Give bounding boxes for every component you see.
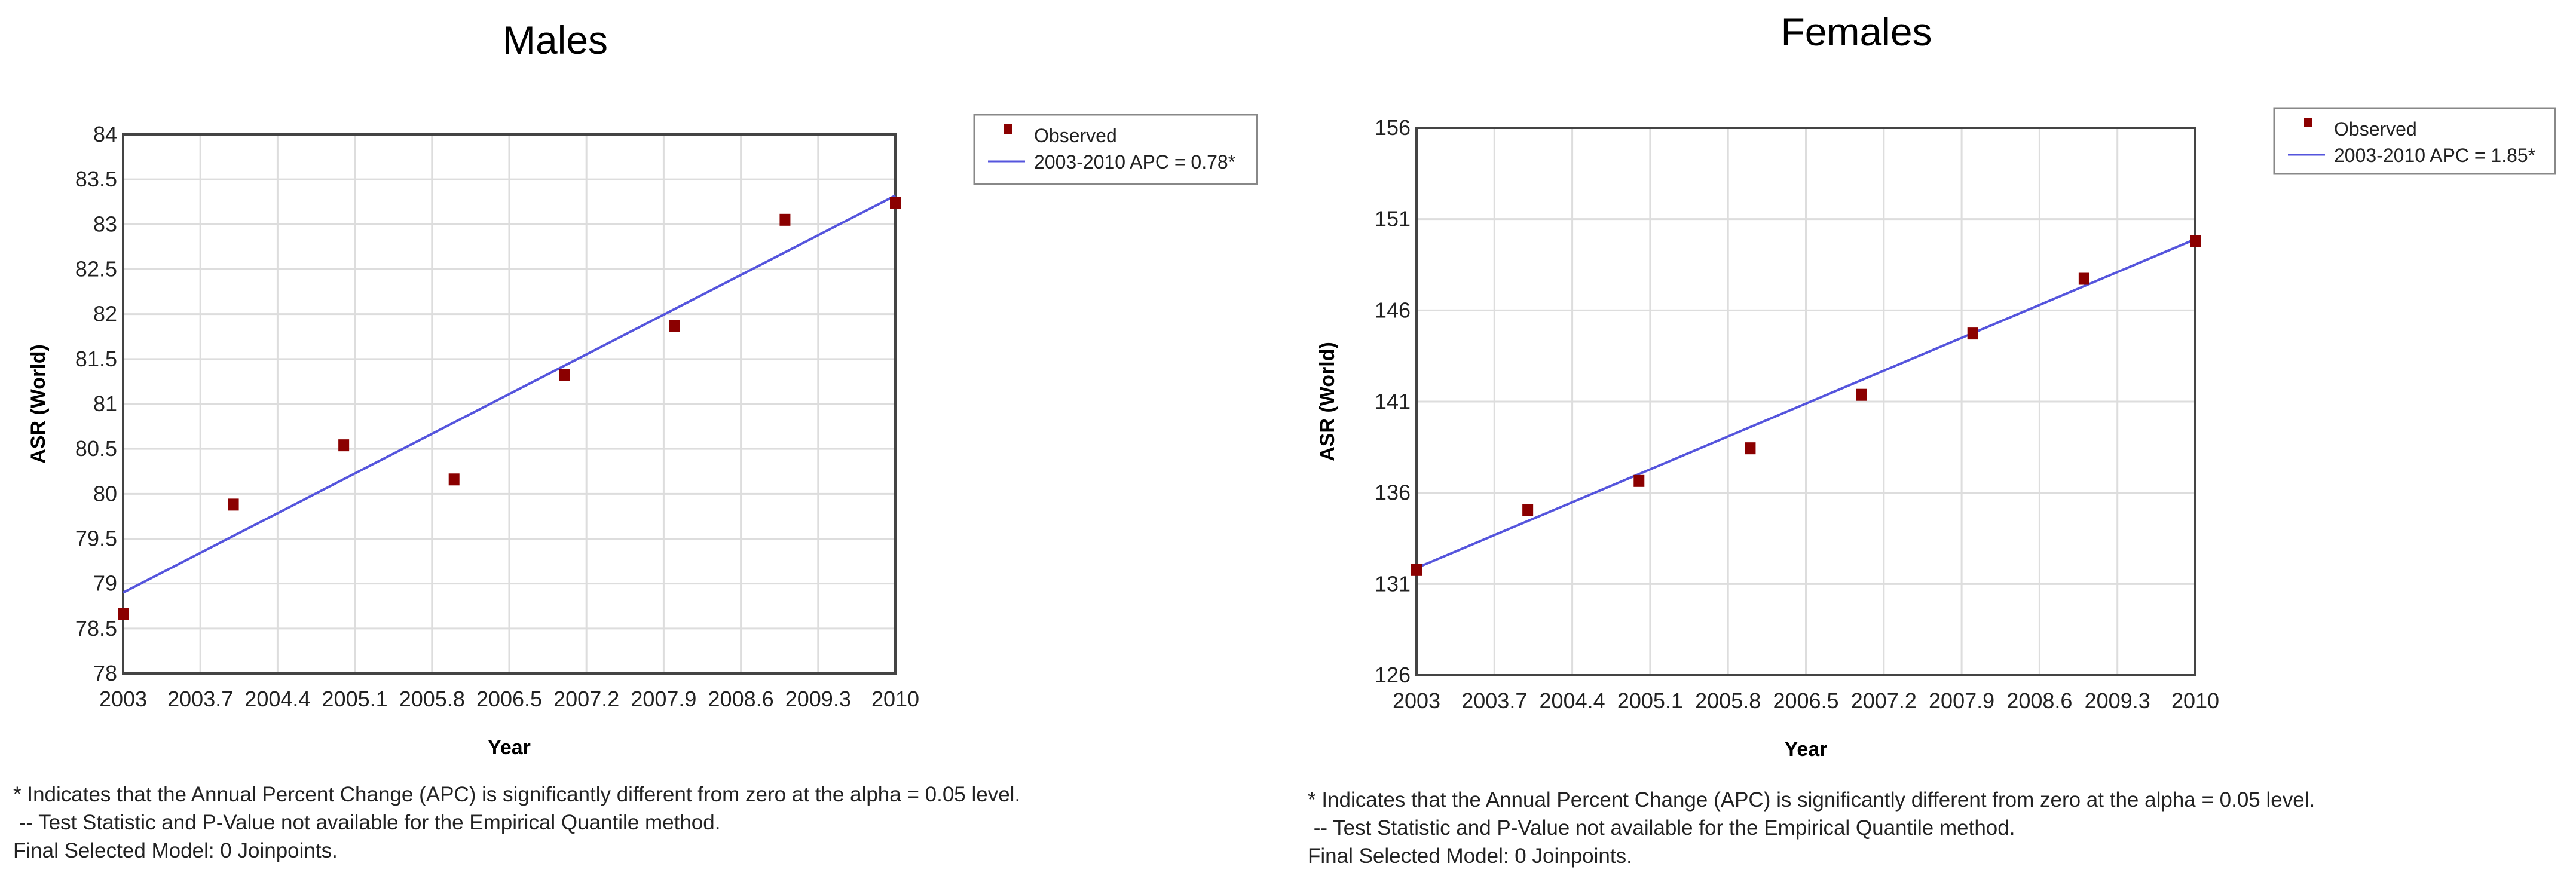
plot-frame: [122, 133, 897, 675]
x-tick-label: 2010: [871, 687, 919, 711]
x-tick-label: 2007.2: [1851, 688, 1917, 713]
x-tick-label: 2006.5: [476, 687, 542, 711]
observed-point: [448, 473, 460, 486]
x-axis-label: Year: [488, 736, 531, 759]
legend: Observed 2003-2010 APC = 1.85*: [2273, 107, 2556, 175]
chart-females: Females 2003 2003.7 2004.4 2005.1 2005.8 2006.…: [1308, 10, 2556, 868]
y-tick-label: 151: [1375, 207, 1411, 231]
x-tick-label: 2008.6: [2006, 688, 2072, 713]
x-axis-label: Year: [1785, 738, 1828, 761]
y-tick-label: 81: [93, 391, 117, 416]
x-tick-label: 2004.4: [1540, 688, 1605, 713]
footnote: Final Selected Model: 0 Joinpoints.: [1308, 844, 1632, 868]
observed-point: [118, 608, 129, 620]
observed-point: [1745, 442, 1756, 455]
footnote: -- Test Statistic and P-Value not availa…: [13, 811, 720, 834]
observed-point: [228, 498, 239, 511]
observed-point: [2078, 272, 2089, 285]
footnote: * Indicates that the Annual Percent Chan…: [1308, 788, 2315, 812]
x-tick-label: 2003: [1393, 688, 1440, 713]
observed-point: [1522, 504, 1534, 516]
observed-point: [669, 320, 680, 332]
footnote: * Indicates that the Annual Percent Chan…: [13, 783, 1020, 806]
trend-line: [123, 194, 896, 594]
x-tick-label: 2004.4: [244, 687, 310, 711]
x-tick-label: 2009.3: [2085, 688, 2150, 713]
observed-point: [1411, 564, 1422, 576]
y-tick-label: 136: [1375, 480, 1411, 505]
legend-label: 2003-2010 APC = 0.78*: [1034, 151, 1235, 173]
y-tick-label: 80: [93, 481, 117, 506]
x-tick-label: 2003.7: [1461, 688, 1527, 713]
observed-point: [338, 439, 350, 452]
chart-males: Males 2003 2003.7 2004.4 2005.1 2005.8 2006.5 2…: [13, 18, 1258, 862]
y-tick-label: 79: [93, 571, 117, 596]
legend-point-swatch: [1004, 124, 1012, 134]
plot-frame: [1415, 127, 2196, 676]
footnote: Final Selected Model: 0 Joinpoints.: [13, 839, 338, 862]
y-tick-label: 156: [1375, 115, 1411, 140]
y-tick-label: 82: [93, 302, 117, 326]
y-tick-label: 141: [1375, 389, 1411, 414]
x-tick-label: 2007.9: [631, 687, 696, 711]
observed-point: [1967, 327, 1978, 340]
y-tick-label: 131: [1375, 571, 1411, 596]
legend-label: Observed: [2334, 118, 2417, 140]
legend-label: 2003-2010 APC = 1.85*: [2334, 145, 2535, 166]
y-tick-label: 82.5: [75, 257, 117, 281]
legend-box: [973, 114, 1258, 185]
x-tick-label: 2010: [2171, 688, 2219, 713]
observed-point: [2190, 235, 2201, 247]
legend-box: [2273, 107, 2556, 175]
x-tick-label: 2007.9: [1929, 688, 1994, 713]
observed-point: [1633, 474, 1645, 487]
legend-label: Observed: [1034, 125, 1117, 146]
y-tick-label: 126: [1375, 663, 1411, 687]
x-tick-label: 2005.8: [399, 687, 465, 711]
chart-title: Males: [503, 18, 608, 62]
x-tick-label: 2005.1: [322, 687, 388, 711]
x-tick-label: 2005.1: [1617, 688, 1683, 713]
legend: Observed 2003-2010 APC = 0.78*: [973, 114, 1258, 185]
legend-point-swatch: [2304, 118, 2312, 127]
y-tick-label: 79.5: [75, 526, 117, 551]
x-tick-label: 2009.3: [785, 687, 851, 711]
y-axis-label: ASR (World): [1316, 342, 1339, 461]
y-tick-label: 80.5: [75, 436, 117, 461]
y-tick-label: 78.5: [75, 616, 117, 641]
y-tick-label: 81.5: [75, 347, 117, 371]
observed-point: [779, 213, 791, 226]
x-tick-label: 2005.8: [1695, 688, 1761, 713]
y-tick-label: 78: [93, 661, 117, 685]
x-tick-label: 2007.2: [553, 687, 619, 711]
x-tick-label: 2003: [99, 687, 147, 711]
observed-point: [559, 369, 570, 381]
x-tick-label: 2008.6: [708, 687, 774, 711]
y-tick-label: 83.5: [75, 167, 117, 191]
trend-line: [1416, 238, 2196, 569]
footnote: -- Test Statistic and P-Value not availa…: [1308, 816, 2015, 840]
y-axis-label: ASR (World): [27, 344, 50, 464]
observed-point: [1856, 388, 1867, 401]
x-tick-label: 2003.7: [167, 687, 233, 711]
observed-point: [890, 197, 901, 209]
chart-title: Females: [1780, 10, 1932, 54]
y-tick-label: 84: [93, 122, 117, 146]
x-tick-label: 2006.5: [1773, 688, 1838, 713]
y-tick-label: 83: [93, 212, 117, 236]
y-tick-label: 146: [1375, 298, 1411, 322]
